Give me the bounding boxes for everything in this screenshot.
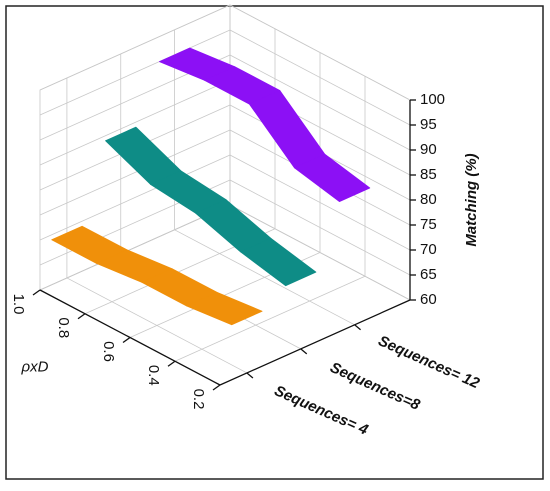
x-grid-line <box>174 275 366 362</box>
x-tick <box>32 289 41 296</box>
x-tick-label: 0.6 <box>100 341 117 362</box>
series-tick <box>246 372 254 379</box>
z-tick-label: 60 <box>420 291 437 308</box>
z-grid-line <box>39 79 231 166</box>
series-grid-line <box>66 277 248 374</box>
series-grid-line <box>174 229 355 326</box>
ribbons <box>51 47 371 326</box>
z-tick-label: 80 <box>420 191 437 208</box>
z-grid-line <box>39 129 231 216</box>
z-tick-label: 85 <box>420 166 437 183</box>
x-grid-line <box>39 204 231 291</box>
x-tick <box>167 360 176 367</box>
ribbon-segment <box>186 291 263 326</box>
ribbon-segment <box>293 153 371 203</box>
x-tick-label: 0.2 <box>190 389 207 410</box>
z-tick-label: 100 <box>420 91 445 108</box>
x-tick <box>212 384 221 391</box>
z-grid-line <box>39 4 231 91</box>
x-tick <box>77 313 86 320</box>
z-tick-label: 65 <box>420 266 437 283</box>
series-tick <box>300 348 308 355</box>
x-tick-label: 0.8 <box>55 317 72 338</box>
z-tick-label: 75 <box>420 216 437 233</box>
x-tick-label: 1.0 <box>10 294 27 315</box>
x-axis <box>39 289 221 386</box>
series-axis <box>219 299 411 386</box>
series-tick <box>354 324 361 331</box>
z-tick-label: 70 <box>420 241 437 258</box>
z-tick-label: 95 <box>420 116 437 133</box>
ribbon-segment <box>240 237 317 287</box>
x-axis-title: ρxD <box>21 358 49 375</box>
x-tick <box>122 336 131 344</box>
x-tick-label: 0.4 <box>145 365 162 386</box>
z-tick-label: 90 <box>420 141 437 158</box>
z-grid-line <box>39 154 231 241</box>
z-grid-line <box>39 29 231 116</box>
z-axis-title: Matching (%) <box>463 153 480 246</box>
